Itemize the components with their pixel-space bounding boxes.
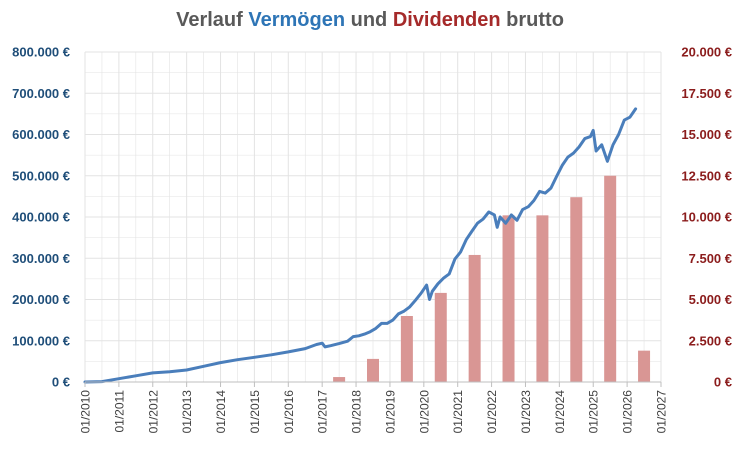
y-left-tick-label: 600.000 €: [12, 127, 70, 142]
x-tick-label: 01/2024: [553, 390, 567, 434]
chart-title-part: brutto: [501, 9, 564, 31]
chart-title-part: Vermögen: [248, 9, 345, 31]
x-tick-label: 01/2017: [316, 390, 330, 434]
x-tick-label: 01/2011: [112, 390, 126, 433]
y-right-tick-label: 2.500 €: [689, 333, 732, 348]
y-left-tick-label: 800.000 €: [12, 45, 70, 60]
y-right-tick-label: 12.500 €: [681, 168, 732, 183]
dividend-bars: [333, 175, 651, 382]
wealth-line-layer: [83, 107, 638, 384]
x-tick-label: 01/2026: [621, 390, 635, 434]
y-left-tick-label: 700.000 €: [12, 86, 70, 101]
dividend-bar: [638, 350, 651, 382]
dividend-bar: [536, 215, 549, 382]
chart-title-part: Verlauf: [176, 9, 248, 31]
x-tick-label: 01/2016: [282, 390, 296, 434]
y-left-tick-label: 0 €: [52, 375, 70, 390]
dividend-bar: [468, 254, 481, 382]
x-tick-label: 01/2023: [519, 390, 533, 434]
x-tick-label: 01/2022: [485, 390, 499, 434]
y-right-tick-label: 0 €: [714, 375, 732, 390]
y-left-tick-label: 200.000 €: [12, 292, 70, 307]
y-right-tick-label: 20.000 €: [681, 45, 732, 60]
y-left-tick-label: 400.000 €: [12, 210, 70, 225]
y-left-tick-label: 500.000 €: [12, 168, 70, 183]
x-tick-label: 01/2012: [146, 390, 160, 434]
y-right-tick-label: 10.000 €: [681, 210, 732, 225]
y-right-tick-label: 17.500 €: [681, 86, 732, 101]
dividend-bar: [604, 175, 617, 382]
y-left-tick-label: 300.000 €: [12, 251, 70, 266]
x-tick-label: 01/2025: [587, 390, 601, 434]
axes: 0 € 100.000 € 200.000 € 300.000 € 400.000 € 5…: [12, 45, 732, 434]
dividend-bar: [400, 316, 413, 382]
chart-title: Verlauf Vermögen und Dividenden brutto: [176, 9, 564, 31]
y-right-tick-label: 5.000 €: [689, 292, 732, 307]
x-tick-label: 01/2021: [451, 390, 465, 434]
x-tick-label: 01/2013: [180, 390, 194, 434]
x-tick-label: 01/2010: [79, 390, 93, 434]
dividend-bar: [434, 292, 447, 382]
dividend-bar: [333, 377, 346, 382]
y-right-tick-label: 15.000 €: [681, 127, 732, 142]
x-tick-label: 01/2018: [350, 390, 364, 434]
dividend-bar: [502, 215, 515, 382]
x-tick-label: 01/2015: [248, 390, 262, 434]
x-tick-label: 01/2014: [214, 390, 228, 434]
dividend-bar: [570, 197, 583, 382]
wealth-line: [83, 107, 638, 384]
y-right-tick-label: 7.500 €: [689, 251, 732, 266]
dividend-bar: [367, 358, 379, 382]
chart-title-part: Dividenden: [393, 9, 501, 31]
chart-title-part: und: [345, 9, 393, 31]
y-left-tick-label: 100.000 €: [12, 333, 70, 348]
x-tick-label: 01/2019: [383, 390, 397, 434]
x-tick-label: 01/2020: [417, 390, 431, 434]
x-tick-label: 01/2027: [655, 390, 669, 434]
